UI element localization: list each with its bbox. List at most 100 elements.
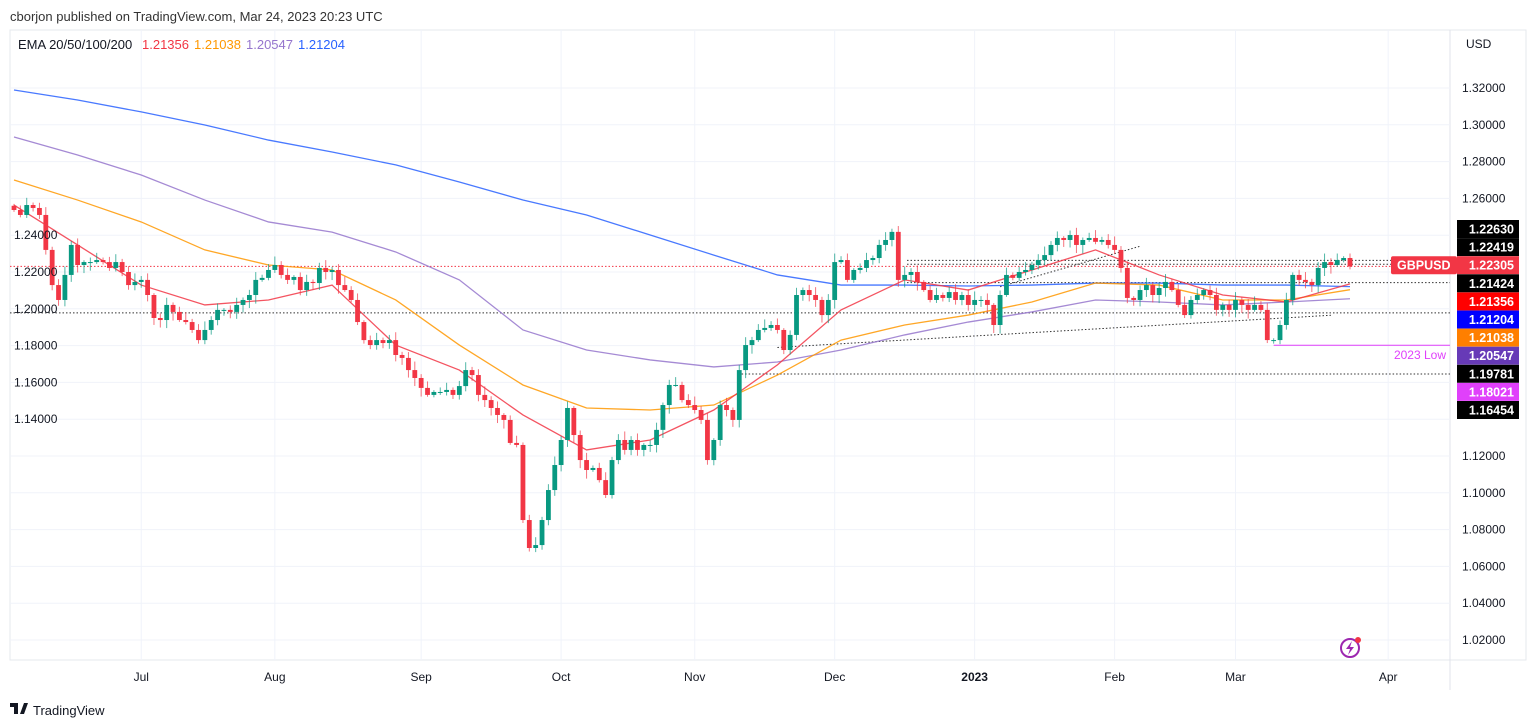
candle-body [1156,288,1162,295]
candle-body [425,387,430,395]
candle [234,297,240,319]
candle [1315,262,1321,293]
candle-body [584,460,589,470]
candle-body [482,394,488,401]
candle-body [806,290,812,295]
candle-body [692,405,698,410]
candle-body [367,340,373,346]
candle-body [845,260,850,280]
candle [946,286,952,303]
candle-body [768,324,774,328]
candle-body [495,407,500,415]
candle [997,290,1003,334]
price-label-bg [1457,310,1519,329]
candle-body [1074,235,1079,245]
candle [501,413,507,429]
candle-body [488,400,494,408]
candle [1182,296,1187,319]
ema-legend[interactable]: EMA 20/50/100/200 1.21356 1.21038 1.2054… [18,37,345,52]
tradingview-logo[interactable]: TradingView [10,703,105,718]
candle-body [934,295,939,300]
candle-body [1093,237,1098,242]
candle-body [329,269,335,272]
candle-body [75,244,81,266]
candle-body [259,277,265,280]
candle [1054,231,1060,252]
candle-body [902,274,908,280]
candle-body [1233,299,1238,310]
candle [1322,253,1327,277]
price-label-bg [1457,382,1519,401]
price-tick-label: 1.32000 [1462,81,1506,95]
time-tick-label: Feb [1104,670,1125,684]
price-tick-label: 1.04000 [1462,596,1506,610]
candle-body [685,400,691,406]
candle [628,436,634,456]
candle [889,228,895,247]
candle [927,285,933,303]
candle [1061,236,1067,247]
price-label: 1.22305 [1469,259,1514,273]
candle-body [1118,249,1124,268]
candle [1042,246,1048,266]
time-axis[interactable]: Jul Aug Sep Oct Nov Dec 2023 Feb Mar Apr [134,670,1398,684]
candle [622,431,628,455]
candle [94,252,100,264]
candle-body [717,405,723,440]
candle [37,202,42,220]
candle [596,462,602,483]
candle [253,272,259,304]
candle [1201,288,1207,300]
candle-body [1277,324,1283,341]
candle [1118,246,1124,273]
candle-body [507,419,513,443]
candle-body [641,444,647,450]
candle [246,289,252,309]
candle [406,352,411,378]
candle [1245,299,1251,319]
candle-body [49,249,55,286]
candle [75,238,81,273]
candle [692,396,698,414]
candle-body [749,340,755,346]
price-label-bg [1457,328,1519,347]
candle-body [1188,299,1194,316]
candle [456,380,462,400]
candle-body [1182,304,1187,316]
candle-body [1099,239,1105,242]
candle-body [895,231,901,280]
candle-body [1334,260,1340,266]
price-label: 1.22630 [1469,223,1514,237]
candle [393,332,399,362]
horizontal-levels: 2023 Low [10,245,1450,375]
candle-body [253,279,259,295]
candle [132,273,138,291]
price-tick-label: 1.14000 [14,412,58,426]
candle [654,422,659,453]
candle [196,324,201,344]
candle [991,303,997,334]
price-tick-label: 1.02000 [1462,633,1506,647]
candle [679,381,685,403]
candle [514,435,519,448]
candle [857,263,863,274]
candle-body [138,279,144,282]
price-tick-label: 1.30000 [1462,118,1506,132]
candle [584,452,589,479]
candle-body [526,520,532,548]
candle-body [800,290,806,295]
lightning-icon[interactable] [1340,637,1361,658]
candle-body [953,292,958,300]
price-label: 1.21356 [1469,295,1514,309]
candle [1264,303,1270,344]
candle [851,268,857,283]
candle [1283,292,1289,330]
price-label-bg [1457,401,1519,419]
candle [647,440,653,452]
candle [546,484,551,526]
candle [126,266,131,290]
candle-body [24,205,30,215]
price-axis[interactable]: 1.32000 1.30000 1.28000 1.26000 1.24000 1.220… [14,81,1506,647]
candle [43,207,49,255]
